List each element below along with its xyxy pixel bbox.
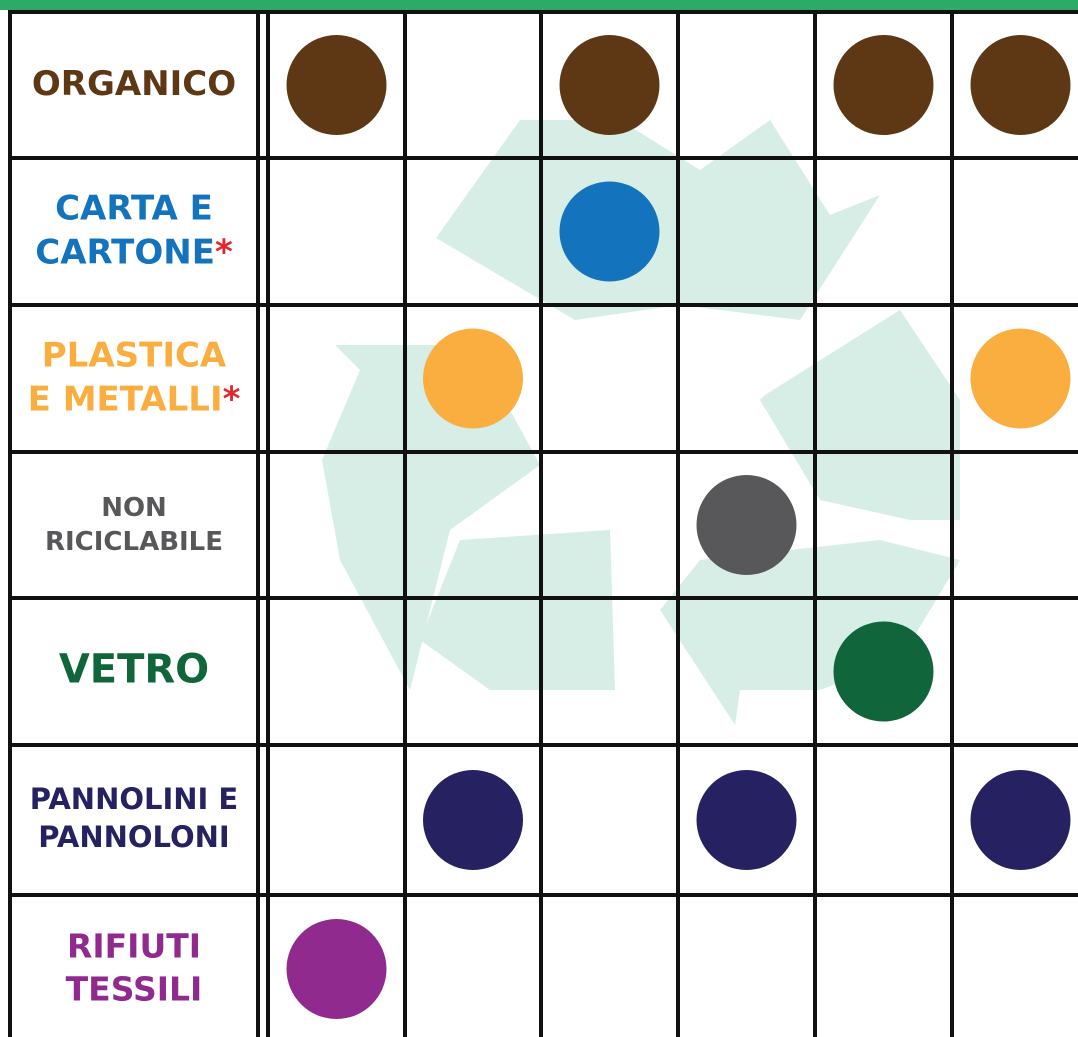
- row-label-line: CARTONE: [35, 232, 215, 272]
- row-label-line: PLASTICA: [42, 335, 227, 375]
- row-label: NON: [101, 493, 167, 523]
- collection-dot: [423, 770, 523, 870]
- collection-dot: [970, 770, 1071, 870]
- row-label-line: VETRO: [59, 647, 209, 693]
- row-label: TESSILI: [66, 969, 203, 1008]
- row-label: CARTONE*: [35, 232, 233, 272]
- row-label-line: NON: [101, 493, 167, 523]
- collection-dot: [696, 770, 797, 870]
- collection-dot: [970, 35, 1071, 135]
- row-label-line: E METALLI: [28, 379, 223, 419]
- row-label: RIFIUTI: [67, 926, 201, 965]
- recycle-symbol: [322, 120, 960, 725]
- collection-dot: [833, 35, 934, 135]
- row-label-line: CARTA E: [55, 188, 213, 228]
- row-label-line: PANNOLINI E: [30, 782, 238, 816]
- row-label: PANNOLINI E: [30, 782, 238, 816]
- collection-dot: [696, 475, 797, 575]
- row-label: PANNOLONI: [38, 820, 229, 854]
- collection-dot: [423, 328, 523, 429]
- note-mark: *: [215, 232, 233, 272]
- collection-dot: [286, 35, 387, 135]
- row-label: E METALLI*: [28, 379, 241, 419]
- note-mark: *: [223, 379, 241, 419]
- collection-dot: [559, 35, 660, 135]
- row-label: RICICLABILE: [45, 526, 223, 556]
- row-label-line: PANNOLONI: [38, 820, 229, 854]
- row-label: ORGANICO: [32, 64, 236, 104]
- top-bar: [0, 0, 1078, 10]
- row-label: CARTA E: [55, 188, 213, 228]
- row-label: VETRO: [59, 647, 209, 693]
- row-label-line: TESSILI: [66, 969, 203, 1008]
- row-label-line: ORGANICO: [32, 64, 236, 104]
- collection-dot: [286, 919, 387, 1019]
- collection-dot: [833, 621, 934, 722]
- row-label-line: RICICLABILE: [45, 526, 223, 556]
- collection-dot: [970, 328, 1071, 429]
- row-label: PLASTICA: [42, 335, 227, 375]
- row-label-line: RIFIUTI: [67, 926, 201, 965]
- collection-dot: [559, 181, 660, 282]
